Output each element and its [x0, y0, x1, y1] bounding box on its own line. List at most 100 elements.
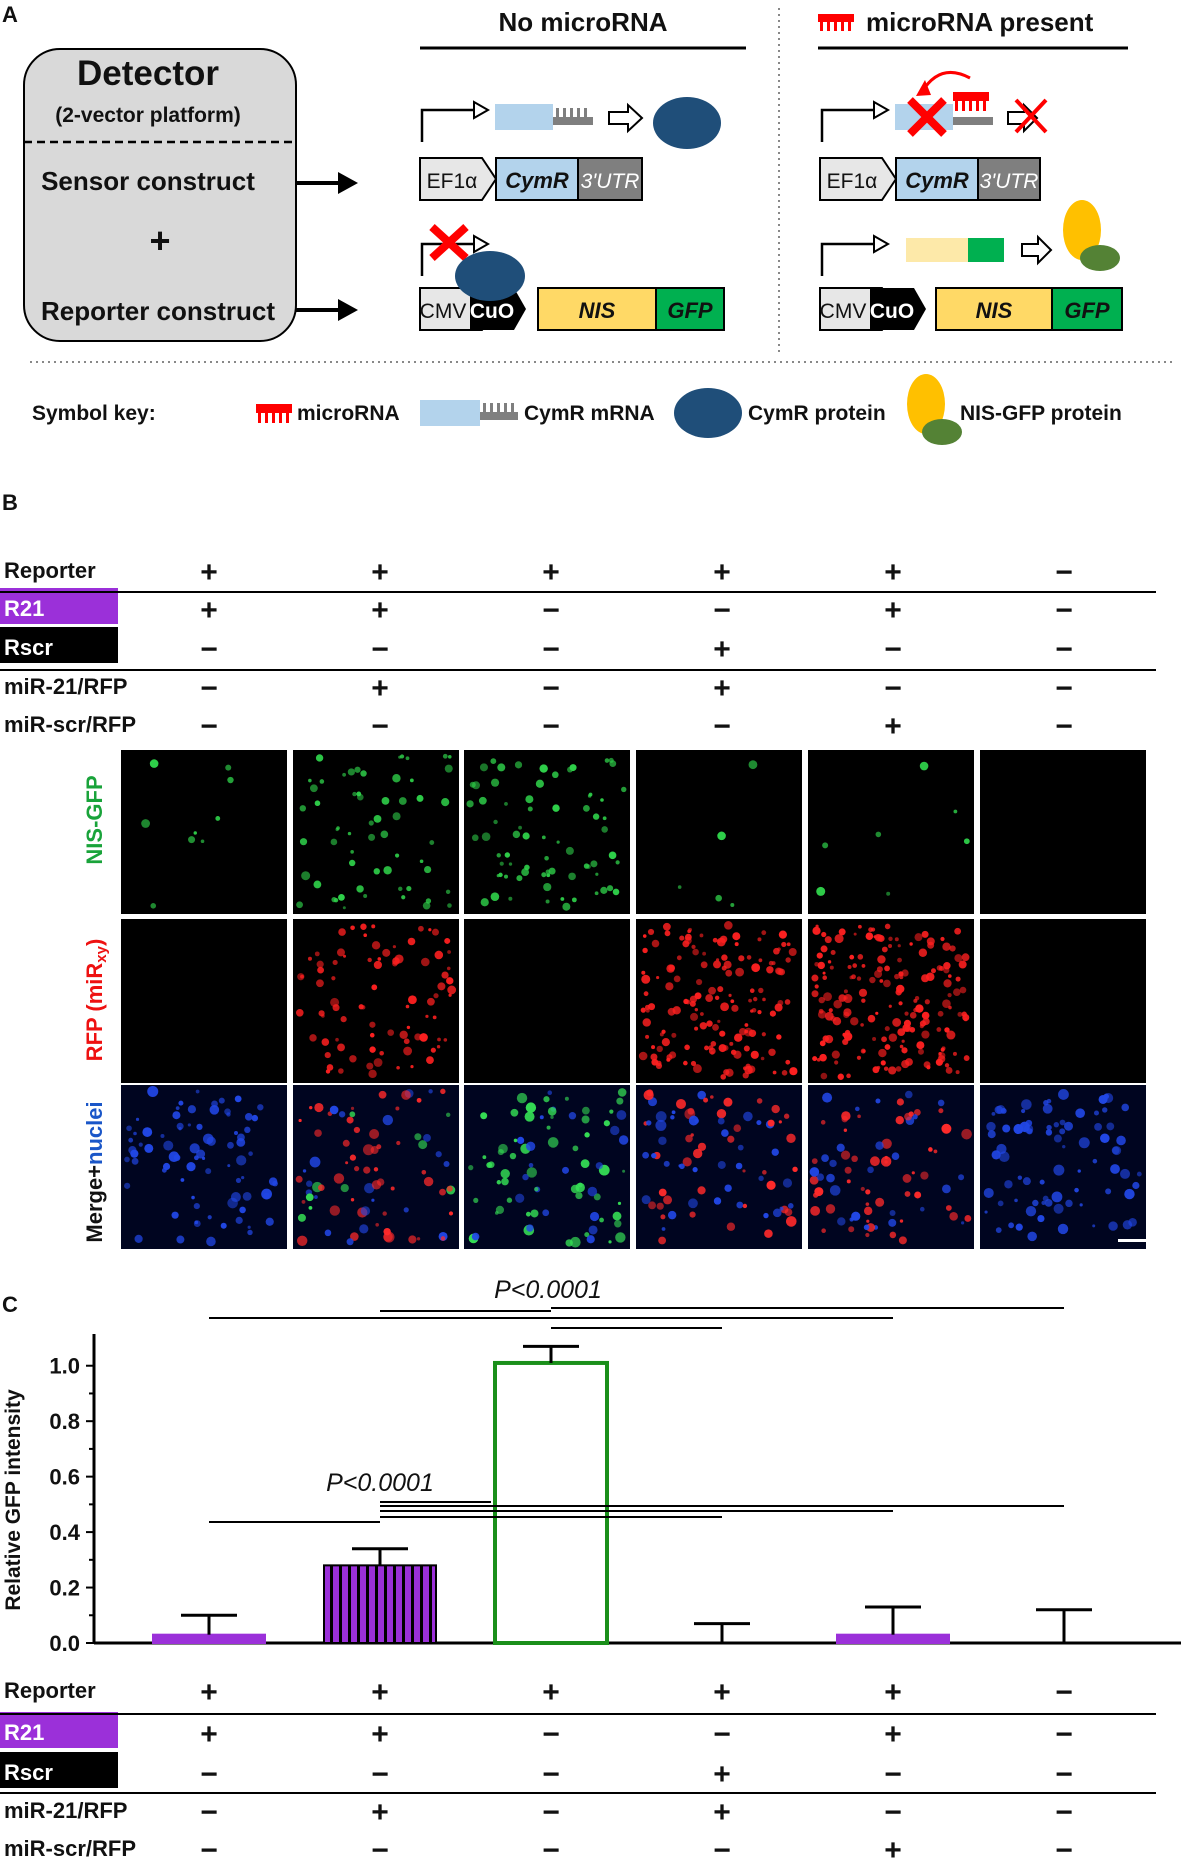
- micrograph-gfp: [293, 750, 459, 914]
- micrograph-merge: [121, 1085, 287, 1249]
- c-sign: +: [542, 1676, 560, 1709]
- no-microrna-title: No microRNA: [498, 7, 667, 37]
- symbol-key: Symbol key: microRNA CymR mRNA CymR prot…: [32, 374, 1122, 445]
- cymr-protein-key-icon: [674, 388, 742, 438]
- micrograph-merge: [293, 1085, 459, 1249]
- panel-b-label: B: [2, 490, 18, 515]
- b-sign: −: [371, 633, 389, 666]
- c-sign: −: [542, 1758, 560, 1791]
- gfp-bar-chart: 0.0 0.2 0.4 0.6 0.8 1.0: [49, 1307, 1181, 1656]
- b-row-label: Rscr: [4, 635, 53, 660]
- c-sign: −: [1055, 1796, 1073, 1829]
- b-sign: −: [1055, 633, 1073, 666]
- c-sign: −: [1055, 1676, 1073, 1709]
- b-sign: +: [713, 672, 731, 705]
- b-sign: −: [542, 710, 560, 743]
- c-sign: +: [371, 1718, 389, 1751]
- c-sign: +: [371, 1676, 389, 1709]
- c-sign: −: [542, 1834, 560, 1863]
- symbol-key-label: Symbol key:: [32, 402, 156, 425]
- microrna-key-label: microRNA: [297, 402, 400, 425]
- panel-b-conditions: Reporter + + + + + − R21 + + − − + − Rscr − − − + − − miR-21/…: [0, 556, 1156, 743]
- c-sign: −: [884, 1758, 902, 1791]
- ef1a-promoter-label-right: EF1α: [827, 170, 878, 193]
- cymr-mrna-key-label: CymR mRNA: [524, 402, 655, 425]
- micrograph-rfp: [636, 919, 802, 1083]
- c-row-label: miR-21/RFP: [4, 1798, 127, 1823]
- sensor-construct-label: Sensor construct: [41, 166, 255, 196]
- c-sign: −: [1055, 1758, 1073, 1791]
- nis-gfp-protein-key-icon: [907, 374, 945, 434]
- c-sign: −: [713, 1834, 731, 1863]
- c-sign: +: [884, 1834, 902, 1863]
- cuo-operator-label-right: CuO: [870, 300, 914, 323]
- translation-arrow-icon: [608, 102, 644, 134]
- nis-gfp-protein-key-label: NIS-GFP protein: [960, 402, 1122, 425]
- c-sign: −: [200, 1758, 218, 1791]
- y-tick-label: 0.2: [49, 1576, 80, 1601]
- micrograph-gfp: [980, 750, 1146, 914]
- bar: [836, 1633, 950, 1644]
- panel-c-label: C: [2, 1292, 18, 1317]
- detector-title: Detector: [77, 54, 219, 93]
- panel-a-label: A: [2, 2, 18, 27]
- c-sign: +: [371, 1796, 389, 1829]
- microrna-key-icon: [256, 404, 292, 413]
- c-sign: −: [884, 1796, 902, 1829]
- cymr-gene-label: CymR: [505, 168, 569, 193]
- gfp-gene-label-right: GFP: [1064, 298, 1110, 323]
- nis-gfp-mrna-icon: [906, 238, 1004, 262]
- bound-cymr-protein-icon: [455, 251, 525, 301]
- c-sign: +: [884, 1676, 902, 1709]
- scale-bar: [1118, 1239, 1146, 1242]
- b-sign: −: [1055, 556, 1073, 589]
- gfp-gene-label: GFP: [667, 298, 713, 323]
- c-sign: +: [713, 1676, 731, 1709]
- micrograph-gfp: [121, 750, 287, 914]
- y-tick-label: 0.0: [49, 1631, 80, 1656]
- b-sign: −: [713, 594, 731, 627]
- b-sign: −: [542, 633, 560, 666]
- b-sign: +: [713, 556, 731, 589]
- b-sign: −: [542, 594, 560, 627]
- b-rscr-bg: [0, 627, 118, 663]
- nis-gene-label-right: NIS: [976, 298, 1013, 323]
- b-sign: +: [713, 633, 731, 666]
- panel-c-conditions: Reporter + + + + + − R21 + + − − + − Rscr − − − + − − miR-21/…: [0, 1676, 1156, 1863]
- b-sign: −: [1055, 594, 1073, 627]
- sensor-construct-right: EF1α CymR 3'UTR: [819, 157, 1041, 201]
- reporter-promoter-arrow-icon-right: [820, 242, 876, 276]
- reporter-construct-label: Reporter construct: [41, 296, 275, 326]
- reporter-promoter-arrow-icon: [420, 242, 476, 276]
- y-tick-label: 0.8: [49, 1409, 80, 1434]
- mirna-title-icon: [818, 14, 854, 31]
- c-sign: −: [713, 1718, 731, 1751]
- p-value-top: P<0.0001: [494, 1276, 602, 1304]
- b-row-label: miR-21/RFP: [4, 674, 127, 699]
- no-translation-icon: [1007, 98, 1048, 134]
- b-sign: +: [542, 556, 560, 589]
- c-row-label: Reporter: [4, 1678, 96, 1703]
- merge-channel-label: Merge+nuclei: [82, 1101, 107, 1242]
- cleaved-mrna-icon: [895, 70, 993, 137]
- c-sign: +: [713, 1758, 731, 1791]
- cymr-gene-label-right: CymR: [905, 168, 969, 193]
- promoter-arrow-icon: [420, 108, 476, 142]
- b-sign: +: [884, 594, 902, 627]
- c-sign: +: [713, 1796, 731, 1829]
- b-row-label: miR-scr/RFP: [4, 712, 136, 737]
- y-axis-label: Relative GFP intensity: [2, 1389, 25, 1611]
- cymr-mrna-icon: [495, 104, 593, 130]
- c-row-label: miR-scr/RFP: [4, 1836, 136, 1861]
- c-sign: −: [200, 1796, 218, 1829]
- reporter-construct-left: CMV CuO NIS GFP: [419, 287, 725, 331]
- b-sign: +: [371, 672, 389, 705]
- cymr-protein-icon: [653, 97, 721, 149]
- b-sign: +: [200, 556, 218, 589]
- b-sign: −: [884, 633, 902, 666]
- b-sign: −: [713, 710, 731, 743]
- microscopy-grid: [121, 750, 1146, 1249]
- utr-label-right: 3'UTR: [980, 170, 1039, 193]
- bar: [152, 1633, 266, 1644]
- b-sign: +: [371, 556, 389, 589]
